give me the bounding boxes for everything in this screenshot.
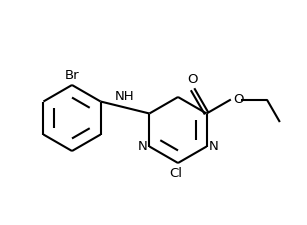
Text: N: N bbox=[138, 140, 147, 153]
Text: O: O bbox=[233, 93, 243, 106]
Text: N: N bbox=[208, 140, 218, 153]
Text: Cl: Cl bbox=[169, 167, 182, 180]
Text: Br: Br bbox=[65, 69, 79, 82]
Text: O: O bbox=[187, 73, 198, 86]
Text: NH: NH bbox=[115, 90, 135, 103]
